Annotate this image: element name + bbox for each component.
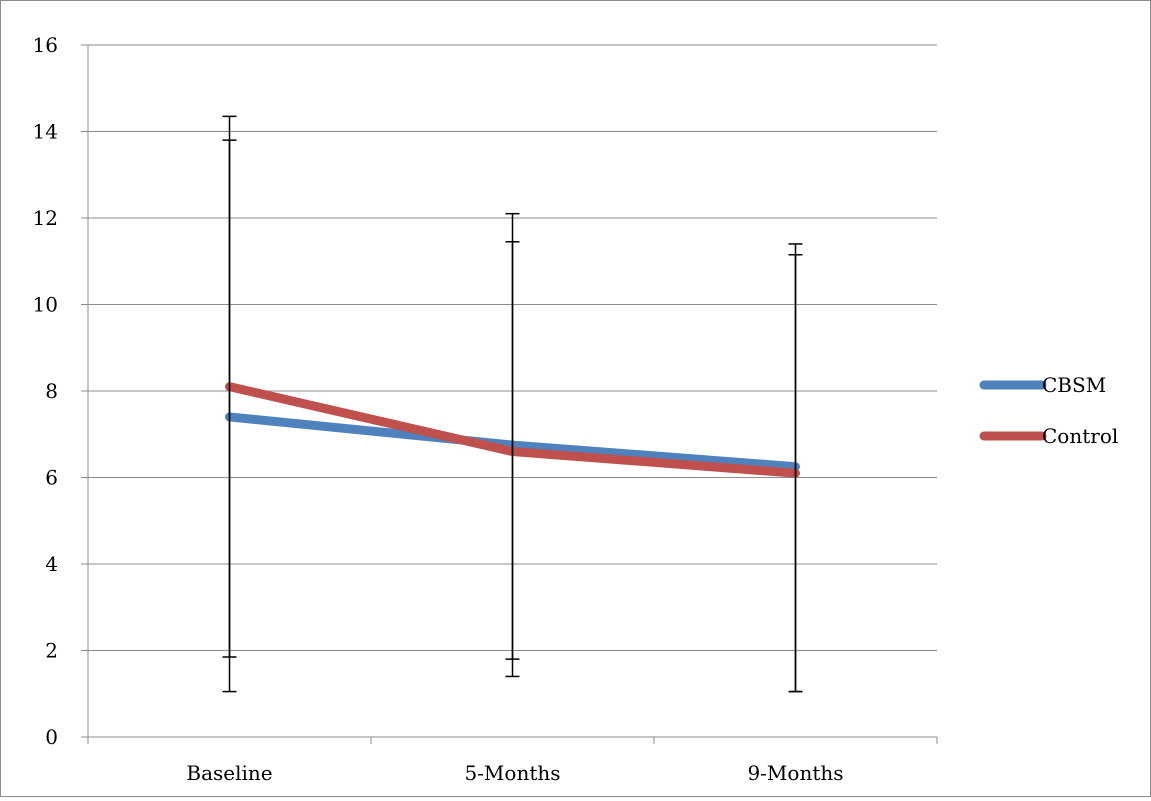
y-tick-label: 0 xyxy=(45,725,58,749)
legend-label-cbsm: CBSM xyxy=(1042,373,1106,397)
error-bars xyxy=(222,115,803,693)
x-tick-label: 9-Months xyxy=(747,761,843,785)
y-tick-label: 6 xyxy=(45,466,58,490)
y-tick-label: 14 xyxy=(33,120,58,144)
x-tick-label: 5-Months xyxy=(464,761,560,785)
x-tick-label: Baseline xyxy=(186,761,272,785)
y-tick-label: 8 xyxy=(45,379,58,403)
legend-label-control: Control xyxy=(1042,424,1118,448)
y-tick-labels: 0 2 4 6 8 10 12 14 16 xyxy=(33,33,58,749)
y-tick-label: 12 xyxy=(33,206,58,230)
axes xyxy=(81,44,938,744)
y-tick-label: 4 xyxy=(45,552,58,576)
error-bar-control xyxy=(505,241,520,660)
y-tick-label: 16 xyxy=(33,33,58,57)
error-bar-control xyxy=(788,254,803,693)
legend: CBSM Control xyxy=(979,373,1118,448)
error-bar-control xyxy=(222,115,237,658)
y-tick-label: 2 xyxy=(45,639,58,663)
y-tick-label: 10 xyxy=(33,293,58,317)
x-tick-labels: Baseline 5-Months 9-Months xyxy=(186,761,843,785)
